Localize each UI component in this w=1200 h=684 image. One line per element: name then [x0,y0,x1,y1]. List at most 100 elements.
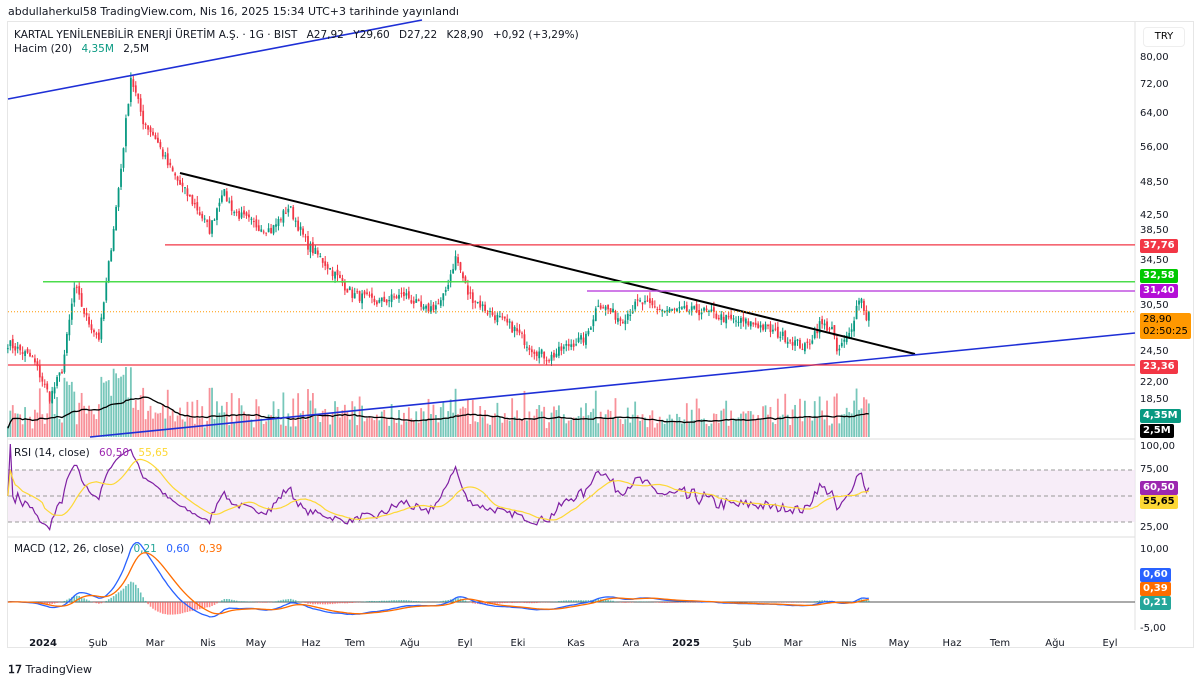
volume-bar [816,418,819,437]
volume-bar [243,411,245,437]
currency-button[interactable]: TRY [1143,27,1185,47]
candle [105,281,108,301]
volume-bar [371,418,373,437]
candle [410,300,413,303]
macd-histogram-bar [503,602,506,604]
candle [117,188,120,208]
candle [823,323,826,326]
candle [649,298,651,304]
candle [164,155,167,157]
candle [816,329,819,334]
time-tick: Eki [510,638,526,649]
price-tick: 48,50 [1140,177,1169,188]
close-value: K28,90 [446,29,484,41]
candle [447,284,450,289]
candle [41,376,44,382]
macd-histogram-bar [388,600,390,602]
volume-bar [784,393,787,437]
candle [860,298,863,303]
candle [685,305,688,312]
candle [272,225,275,234]
volume-bar [97,404,100,437]
candle [437,303,440,305]
volume-bar [710,423,713,437]
macd-histogram-bar [285,599,287,602]
volume-bar [31,428,34,437]
volume-bar [19,414,22,437]
volume-bar [154,412,157,437]
volume-bar [196,399,199,437]
candle [46,383,49,390]
candle [29,352,31,357]
volume-bar [250,419,253,437]
symbol-name[interactable]: KARTAL YENİLENEBİLİR ENERJİ ÜRETİM A.Ş. … [14,29,298,41]
rsi-label[interactable]: RSI (14, close) [14,447,90,459]
macd-tick: 10,00 [1140,544,1169,555]
candle [703,307,705,311]
macd-histogram-bar [612,600,614,602]
macd-histogram-bar [134,584,137,602]
candle [129,77,132,103]
volume-bar [442,401,445,437]
candle [102,302,105,319]
macd-histogram-bar [671,602,673,603]
macd-histogram-bar [176,602,179,615]
volume-bar [619,419,622,437]
volume-bar [459,408,462,437]
volume-bar [326,413,329,437]
volume-bar [634,401,637,437]
volume-bar [415,411,418,437]
macd-label[interactable]: MACD (12, 26, close) [14,543,125,555]
volume-bar [66,381,68,437]
macd-histogram-bar [570,600,572,602]
candle [48,391,51,402]
candle [398,294,400,299]
candle [624,320,627,325]
volume-bar [526,420,528,437]
candle [811,340,814,344]
volume-bar [735,418,737,437]
volume-bar [518,418,521,437]
volume-bar [617,416,619,437]
candle [68,319,71,336]
volume-bar [548,422,550,437]
candle [801,348,804,350]
macd-histogram-bar [130,581,132,602]
volume-bar [789,425,792,437]
macd-histogram-bar [789,602,791,603]
volume-bar [703,418,705,437]
candle [58,372,61,376]
candle [302,228,304,235]
candle [287,208,290,213]
candle [754,322,757,326]
volume-bar [129,367,132,437]
macd-histogram-bar [666,602,668,603]
volume-bar [284,425,287,437]
macd-tick: -5,00 [1140,623,1166,634]
candle [375,301,378,305]
macd-histogram-bar [238,601,240,602]
volume-bar [607,409,609,437]
candle [216,208,218,220]
volume-bar [302,410,304,437]
volume-bar [621,423,624,437]
candle [744,318,747,324]
macd-histogram-bar [339,602,341,604]
volume-bar [176,415,179,437]
volume-bar [34,409,36,437]
candle [107,261,110,283]
candle [353,293,356,299]
volume-bar [29,416,31,437]
volume-bar [501,422,504,437]
candle [599,305,602,309]
candle [280,219,282,221]
volume-bar [125,367,127,437]
candle [346,288,349,293]
volume-label[interactable]: Hacim (20) [14,43,73,55]
candle [299,226,302,230]
volume-bar [53,413,56,437]
trendline-descending [179,172,916,355]
volume-bar [725,400,728,437]
price-tick: 80,00 [1140,52,1169,63]
